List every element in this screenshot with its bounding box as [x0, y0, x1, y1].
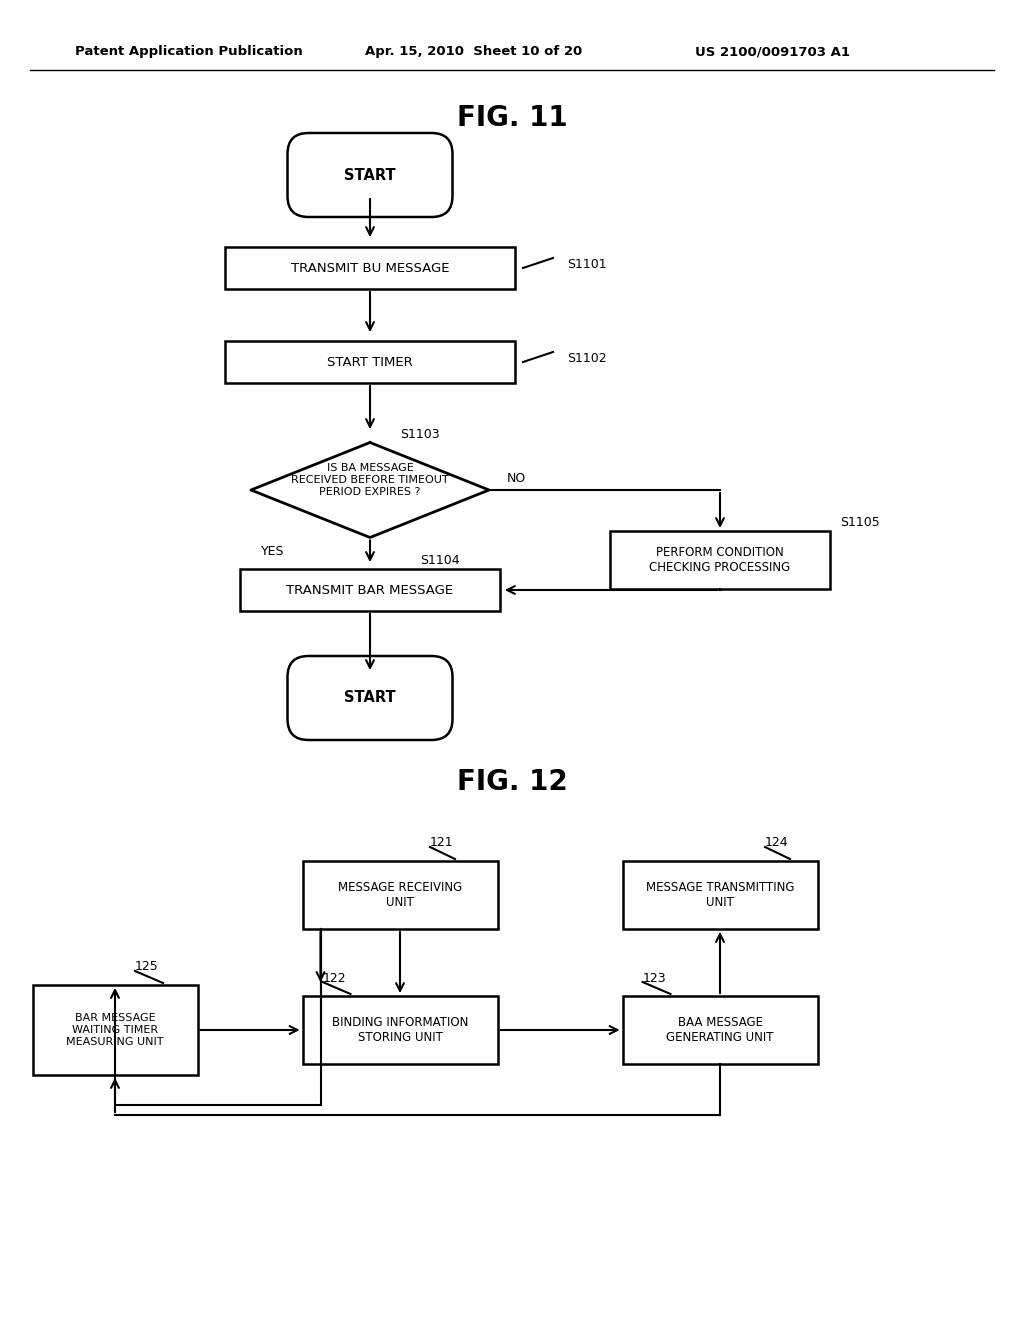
- Text: Apr. 15, 2010  Sheet 10 of 20: Apr. 15, 2010 Sheet 10 of 20: [365, 45, 583, 58]
- Bar: [225, 341, 515, 383]
- Text: 121: 121: [430, 837, 454, 850]
- Bar: [302, 997, 498, 1064]
- Text: S1105: S1105: [840, 516, 880, 529]
- Bar: [610, 531, 830, 589]
- Text: PERFORM CONDITION
CHECKING PROCESSING: PERFORM CONDITION CHECKING PROCESSING: [649, 546, 791, 574]
- Text: FIG. 12: FIG. 12: [457, 768, 567, 796]
- Bar: [225, 247, 515, 289]
- Text: 122: 122: [323, 972, 346, 985]
- Text: S1103: S1103: [400, 428, 439, 441]
- Text: YES: YES: [261, 545, 285, 558]
- Text: IS BA MESSAGE
RECEIVED BEFORE TIMEOUT
PERIOD EXPIRES ?: IS BA MESSAGE RECEIVED BEFORE TIMEOUT PE…: [291, 463, 449, 496]
- Text: TRANSMIT BU MESSAGE: TRANSMIT BU MESSAGE: [291, 261, 450, 275]
- Text: NO: NO: [507, 471, 526, 484]
- Text: BAR MESSAGE
WAITING TIMER
MEASURING UNIT: BAR MESSAGE WAITING TIMER MEASURING UNIT: [67, 1014, 164, 1047]
- Bar: [302, 861, 498, 929]
- Text: MESSAGE TRANSMITTING
UNIT: MESSAGE TRANSMITTING UNIT: [646, 880, 795, 909]
- Text: S1104: S1104: [420, 554, 460, 568]
- FancyBboxPatch shape: [288, 656, 453, 741]
- Bar: [33, 985, 198, 1074]
- Text: TRANSMIT BAR MESSAGE: TRANSMIT BAR MESSAGE: [287, 583, 454, 597]
- Text: START TIMER: START TIMER: [327, 355, 413, 368]
- Text: MESSAGE RECEIVING
UNIT: MESSAGE RECEIVING UNIT: [338, 880, 462, 909]
- Text: 124: 124: [765, 837, 788, 850]
- Text: S1102: S1102: [567, 351, 606, 364]
- Text: START: START: [344, 168, 396, 182]
- FancyBboxPatch shape: [288, 133, 453, 216]
- Text: S1101: S1101: [567, 257, 606, 271]
- Bar: [623, 861, 817, 929]
- Text: US 2100/0091703 A1: US 2100/0091703 A1: [695, 45, 850, 58]
- Text: START: START: [344, 690, 396, 705]
- Text: Patent Application Publication: Patent Application Publication: [75, 45, 303, 58]
- Bar: [240, 569, 500, 611]
- Text: BINDING INFORMATION
STORING UNIT: BINDING INFORMATION STORING UNIT: [332, 1016, 468, 1044]
- Text: 123: 123: [642, 972, 667, 985]
- Text: FIG. 11: FIG. 11: [457, 104, 567, 132]
- Text: 125: 125: [135, 961, 159, 974]
- Bar: [623, 997, 817, 1064]
- Text: BAA MESSAGE
GENERATING UNIT: BAA MESSAGE GENERATING UNIT: [667, 1016, 774, 1044]
